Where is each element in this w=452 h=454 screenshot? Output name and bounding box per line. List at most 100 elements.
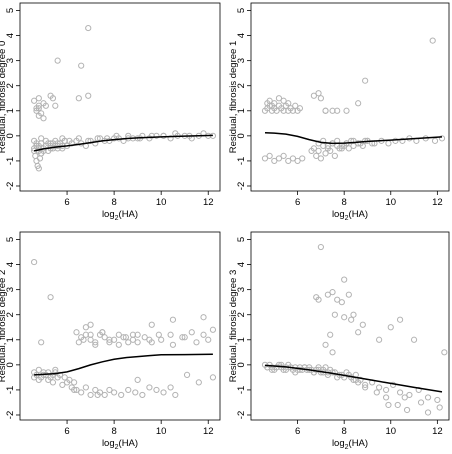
data-point [40, 115, 47, 122]
data-point [264, 364, 271, 371]
data-point [113, 132, 120, 139]
data-point [35, 102, 42, 109]
data-point [310, 92, 317, 99]
data-point [392, 137, 399, 144]
data-point [87, 331, 94, 338]
data-point [376, 336, 383, 343]
data-point [54, 57, 61, 64]
data-point [313, 152, 320, 160]
y-tick-label: 0 [5, 362, 16, 367]
data-point [434, 396, 441, 404]
data-point [106, 386, 113, 394]
data-point [268, 366, 276, 373]
x-tick-label: 12 [432, 426, 443, 437]
data-point [357, 140, 364, 147]
data-point [292, 369, 299, 376]
data-point [280, 152, 287, 160]
y-tick-label: 2 [5, 83, 16, 88]
data-point [399, 137, 406, 144]
data-point [75, 339, 82, 346]
data-point [438, 135, 446, 142]
data-point [167, 331, 174, 338]
x-tick-label: 6 [295, 426, 300, 437]
data-point [261, 155, 269, 162]
data-point [169, 341, 177, 348]
data-point [359, 321, 366, 328]
x-tick-label: 12 [203, 426, 214, 437]
data-point [122, 334, 129, 341]
x-tick-label: 8 [111, 426, 116, 437]
data-point [45, 376, 52, 383]
y-tick-label: 0 [236, 133, 247, 138]
data-point [167, 384, 174, 391]
data-point [111, 389, 118, 396]
data-point [350, 137, 357, 144]
y-tick-label: 2 [236, 312, 247, 317]
data-point [431, 137, 439, 144]
data-point [31, 258, 38, 266]
data-point [362, 77, 369, 84]
data-point [38, 110, 45, 117]
data-point [285, 157, 292, 165]
data-point [324, 145, 331, 152]
data-point [94, 391, 101, 399]
x-tick-label: 10 [385, 197, 396, 208]
data-point [172, 391, 179, 399]
y-tick-label: 0 [236, 362, 247, 367]
data-point [417, 399, 425, 406]
y-tick-label: -1 [5, 386, 16, 394]
data-point [345, 291, 352, 298]
data-point [35, 145, 42, 152]
y-tick-label: 3 [5, 58, 16, 63]
y-tick-label: 2 [236, 83, 247, 88]
y-tick-label: 4 [5, 262, 16, 267]
y-axis-label: Residual, fibrosis degree 2 [0, 270, 8, 382]
data-point [331, 152, 338, 160]
data-point [338, 299, 345, 306]
data-point [200, 314, 207, 321]
x-tick-label: 8 [342, 426, 347, 437]
data-point [115, 341, 122, 348]
y-axis-label: Residual, fibrosis degree 0 [0, 41, 8, 153]
data-point [155, 331, 162, 338]
data-point [441, 349, 448, 356]
data-point [115, 331, 122, 338]
x-tick-label: 8 [111, 197, 116, 208]
data-point [373, 389, 380, 396]
data-point [80, 336, 87, 343]
plot-frame [250, 2, 450, 192]
data-point [82, 384, 89, 391]
data-point [125, 386, 132, 394]
data-point [278, 361, 285, 368]
data-point [92, 339, 99, 346]
data-point [415, 386, 422, 394]
y-tick-label: 2 [5, 312, 16, 317]
data-point [403, 406, 411, 414]
data-point [35, 95, 42, 102]
data-point [401, 394, 408, 401]
y-axis-label: Residual, fibrosis degree 1 [228, 41, 239, 153]
plot-frame [19, 2, 221, 192]
data-point [141, 334, 148, 341]
y-tick-label: 3 [236, 287, 247, 292]
y-tick-label: -2 [236, 182, 247, 190]
data-point [292, 102, 299, 109]
data-point [209, 374, 217, 381]
data-point [134, 376, 141, 383]
data-point [334, 296, 341, 303]
y-tick-label: 4 [5, 33, 16, 38]
data-point [355, 100, 362, 107]
y-tick-label: 1 [236, 108, 247, 113]
data-point [310, 369, 317, 376]
data-point [266, 97, 273, 104]
data-point [92, 140, 99, 147]
x-tick-label: 12 [203, 197, 214, 208]
data-point [317, 155, 324, 162]
y-tick-label: 4 [236, 33, 247, 38]
data-point [315, 140, 322, 147]
data-point [106, 336, 113, 343]
data-point [38, 135, 45, 142]
data-point [271, 157, 278, 165]
data-point [334, 107, 341, 114]
